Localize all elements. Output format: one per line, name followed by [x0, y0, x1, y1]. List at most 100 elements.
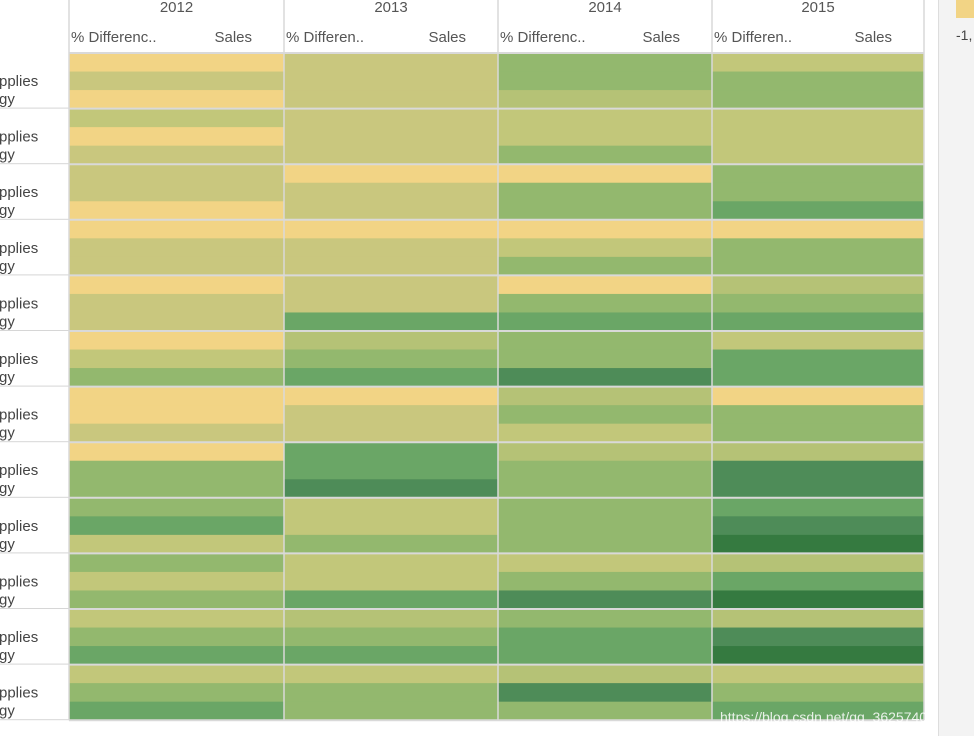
heatmap-cell: [498, 590, 712, 610]
row-label-category: pplies: [0, 629, 38, 646]
heatmap-cell: [284, 182, 498, 202]
heatmap-cell: [284, 497, 498, 517]
heatmap-cell: [712, 368, 924, 388]
heatmap-cell: [69, 349, 284, 369]
row-label-divider: [0, 163, 69, 165]
heatmap-cell: [69, 256, 284, 276]
cell-grid: [68, 0, 925, 722]
heatmap-cell: [284, 238, 498, 258]
heatmap-cell: [284, 145, 498, 165]
heatmap-cell: [712, 405, 924, 425]
heatmap-cell: [284, 368, 498, 388]
heatmap-cells: [69, 53, 924, 721]
heatmap-cell: [498, 386, 712, 406]
heatmap-cell: [498, 53, 712, 73]
heatmap-cell: [69, 646, 284, 666]
heatmap-cell: [498, 349, 712, 369]
measure-header-sales: Sales: [854, 29, 892, 46]
heatmap-cell: [712, 646, 924, 666]
row-label-category: pplies: [0, 573, 38, 590]
legend-tick-label: -1,: [956, 27, 972, 43]
heatmap-cell: [284, 571, 498, 592]
row-label-divider: [0, 552, 69, 554]
heatmap-cell: [284, 127, 498, 147]
heatmap-cell: [712, 571, 924, 592]
legend-panel: [938, 0, 974, 736]
row-label-divider: [0, 330, 69, 331]
legend-swatch: [956, 0, 974, 18]
heatmap-cell: [712, 516, 924, 536]
row-label-divider: [0, 719, 69, 721]
heatmap-cell: [284, 53, 498, 73]
row-label-subcategory: gy: [0, 647, 15, 664]
heatmap-cell: [284, 275, 498, 295]
row-label-subcategory: gy: [0, 591, 15, 608]
row-label-divider: [0, 385, 69, 387]
measure-header-sales: Sales: [214, 29, 252, 46]
row-label-divider: [0, 441, 69, 443]
heatmap-cell: [498, 368, 712, 388]
heatmap-cell: [712, 349, 924, 369]
heatmap-cell: [498, 442, 712, 462]
heatmap-cell: [69, 423, 284, 443]
heatmap-cell: [498, 219, 712, 239]
heatmap-cell: [284, 590, 498, 610]
heatmap-cell: [69, 164, 284, 184]
heatmap-cell: [69, 108, 284, 128]
heatmap-cell: [69, 145, 284, 165]
row-label-category: pplies: [0, 240, 38, 257]
heatmap-cell: [284, 293, 498, 314]
row-label-subcategory: gy: [0, 313, 15, 330]
heatmap-cell: [284, 460, 498, 480]
heatmap-cell: [498, 460, 712, 480]
heatmap-cell: [498, 256, 712, 276]
heatmap-cell: [69, 553, 284, 573]
heatmap-cell: [498, 238, 712, 258]
row-label-subcategory: gy: [0, 202, 15, 219]
year-header-2012: 2012: [160, 0, 193, 16]
heatmap-cell: [712, 534, 924, 554]
heatmap-cell: [284, 164, 498, 184]
heatmap-cell: [69, 590, 284, 610]
row-label-subcategory: gy: [0, 425, 15, 442]
heatmap-cell: [69, 127, 284, 147]
heatmap-cell: [712, 460, 924, 480]
measure-header-sales: Sales: [642, 29, 680, 46]
heatmap-cell: [498, 646, 712, 666]
heatmap-cell: [284, 219, 498, 239]
heatmap-cell: [69, 386, 284, 406]
row-label-category: pplies: [0, 407, 38, 424]
heatmap-cell: [284, 71, 498, 91]
heatmap-cell: [284, 442, 498, 462]
heatmap-cell: [69, 442, 284, 462]
heatmap-cell: [498, 683, 712, 703]
heatmap-cell: [712, 683, 924, 703]
heatmap-cell: [284, 108, 498, 128]
heatmap-cell: [69, 312, 284, 332]
row-label-subcategory: gy: [0, 703, 15, 720]
measure-header-pct-diff: % Differenc..: [71, 29, 157, 46]
heatmap-cell: [498, 553, 712, 573]
heatmap-cell: [712, 71, 924, 91]
heatmap-cell: [712, 423, 924, 443]
heatmap-cell: [284, 516, 498, 536]
color-legend: -1,: [938, 0, 974, 736]
heatmap-cell: [498, 609, 712, 629]
heatmap-cell: [712, 627, 924, 647]
row-label-divider: [0, 496, 69, 498]
heatmap-cell: [284, 331, 498, 351]
heatmap-cell: [498, 701, 712, 721]
row-label-category: pplies: [0, 129, 38, 146]
heatmap-cell: [69, 405, 284, 425]
row-label-category: pplies: [0, 462, 38, 479]
heatmap-cell: [69, 701, 284, 721]
heatmap-cell: [284, 664, 498, 684]
heatmap-cell: [498, 90, 712, 110]
row-label-category: pplies: [0, 295, 38, 312]
watermark-text: https://blog.csdn.net/qq_36257407: [720, 709, 935, 725]
heatmap-cell: [284, 90, 498, 110]
heatmap-cell: [69, 534, 284, 554]
measure-header-sales: Sales: [428, 29, 466, 46]
